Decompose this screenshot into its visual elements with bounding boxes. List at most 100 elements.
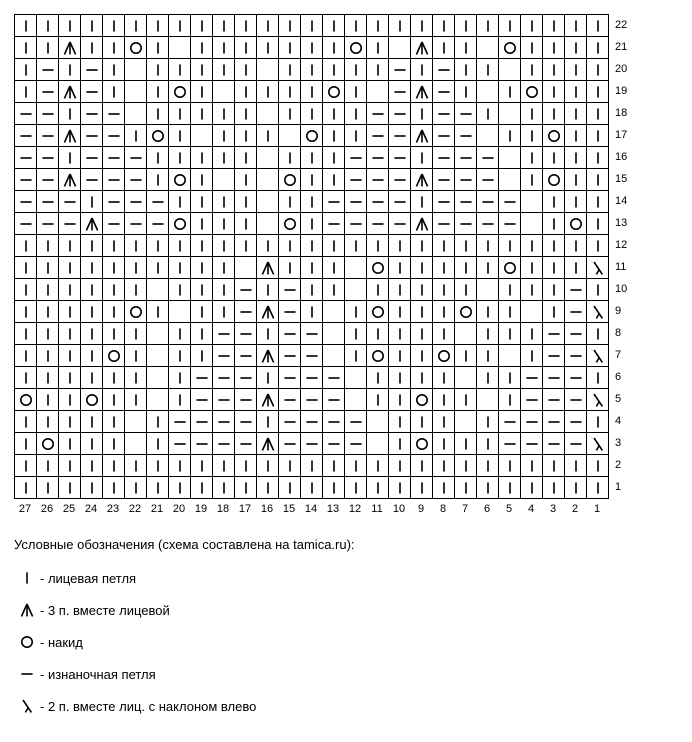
grid-cell [147,59,169,81]
row-label: 13 [609,212,627,234]
col-label: 6 [476,503,498,515]
grid-cell [301,81,323,103]
grid-cell [37,147,59,169]
grid-cell [15,323,37,345]
grid-cell [521,367,543,389]
grid-cell [367,125,389,147]
grid-cell [103,279,125,301]
grid-cell [411,125,433,147]
row-label: 3 [609,432,627,454]
grid-cell [345,411,367,433]
grid-cell [235,367,257,389]
grid-cell [345,455,367,477]
row-label: 7 [609,344,627,366]
grid-cell [455,37,477,59]
grid-cell [587,279,609,301]
grid-cell [565,257,587,279]
grid-cell [37,103,59,125]
grid-cell [301,455,323,477]
col-label: 12 [344,503,366,515]
grid-cell [543,169,565,191]
grid-cell [455,345,477,367]
grid-cell [59,279,81,301]
grid-cell [543,59,565,81]
grid-cell [477,103,499,125]
grid-cell [169,103,191,125]
grid-cell [257,125,279,147]
grid-cell [125,411,147,433]
grid-cell [345,345,367,367]
grid-cell [15,455,37,477]
col-label: 17 [234,503,256,515]
grid-cell [279,125,301,147]
grid-cell [15,433,37,455]
grid-cell [125,125,147,147]
grid-cell [257,433,279,455]
legend-row: - накид [14,632,678,652]
grid-cell [103,125,125,147]
col-label: 26 [36,503,58,515]
grid-cell [455,59,477,81]
col-label: 9 [410,503,432,515]
grid-cell [103,37,125,59]
grid-cell [389,345,411,367]
grid-cell [37,169,59,191]
grid-cell [59,367,81,389]
grid-cell [477,59,499,81]
grid-cell [521,433,543,455]
grid-cell [433,367,455,389]
grid-cell [279,257,301,279]
grid-cell [301,191,323,213]
grid-cell [565,389,587,411]
grid-cell [191,59,213,81]
grid-cell [499,389,521,411]
grid-cell [565,81,587,103]
grid-cell [257,455,279,477]
grid-cell [37,433,59,455]
grid-cell [477,477,499,499]
legend-row: - 3 п. вместе лицевой [14,600,678,620]
grid-cell [323,125,345,147]
grid-cell [367,37,389,59]
grid-cell [59,411,81,433]
grid-cell [125,345,147,367]
grid-cell [565,15,587,37]
grid-cell [191,125,213,147]
grid-cell [257,59,279,81]
grid-cell [15,213,37,235]
grid-cell [37,389,59,411]
col-label: 2 [564,503,586,515]
col-label: 25 [58,503,80,515]
grid-cell [169,235,191,257]
grid-cell [103,345,125,367]
grid-cell [499,433,521,455]
grid-cell [191,279,213,301]
grid-cell [279,477,301,499]
row-label: 15 [609,168,627,190]
grid-cell [169,433,191,455]
grid-cell [279,59,301,81]
grid-cell [235,301,257,323]
grid-cell [389,125,411,147]
grid-cell [125,235,147,257]
grid-cell [433,37,455,59]
grid-cell [191,411,213,433]
grid-cell [37,345,59,367]
grid-cell [521,389,543,411]
grid-cell [279,103,301,125]
row-label: 4 [609,410,627,432]
grid-cell [345,477,367,499]
grid-cell [411,367,433,389]
grid-cell [301,15,323,37]
grid-cell [103,257,125,279]
grid-cell [389,169,411,191]
grid-cell [565,367,587,389]
grid-cell [147,389,169,411]
grid-cell [389,235,411,257]
grid-cell [15,301,37,323]
row-label: 21 [609,36,627,58]
grid-cell [587,411,609,433]
grid-cell [323,169,345,191]
grid-cell [169,279,191,301]
col-label: 27 [14,503,36,515]
